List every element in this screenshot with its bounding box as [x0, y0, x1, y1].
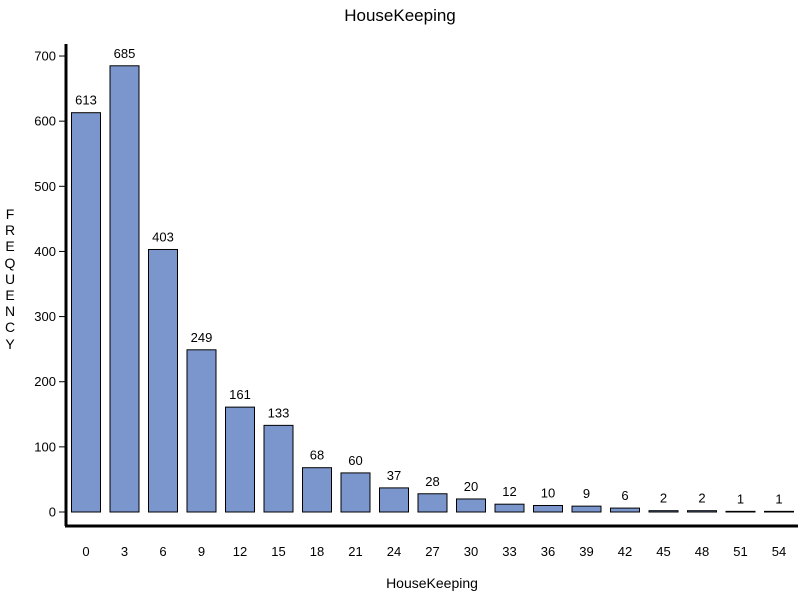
x-tick-label: 15	[271, 544, 285, 559]
x-tick-label: 33	[502, 544, 516, 559]
y-axis-label-letter: Q	[4, 254, 16, 271]
bar	[263, 424, 294, 513]
data-label: 28	[425, 474, 439, 489]
data-label: 249	[191, 330, 213, 345]
x-tick-label: 24	[387, 544, 401, 559]
data-label: 2	[698, 491, 705, 506]
y-tick-label: 100	[34, 439, 56, 454]
y-tick-label: 200	[34, 374, 56, 389]
data-label: 9	[583, 486, 590, 501]
bar	[610, 507, 640, 513]
y-tick-label: 0	[49, 505, 56, 520]
chart-title: HouseKeeping	[344, 6, 456, 25]
data-label: 161	[229, 387, 251, 402]
y-tick-label: 500	[34, 179, 56, 194]
y-tick-label: 700	[34, 49, 56, 64]
data-label: 6	[621, 488, 628, 503]
x-tick-label: 45	[656, 544, 670, 559]
x-tick-label: 21	[348, 544, 362, 559]
y-axis-label-letter: Y	[5, 335, 15, 352]
bar	[725, 510, 756, 513]
bar	[494, 503, 525, 513]
bar	[148, 248, 178, 513]
y-axis-label-letter: C	[4, 319, 16, 336]
data-label: 20	[464, 479, 478, 494]
y-axis-label-letter: E	[5, 287, 15, 304]
data-label: 10	[541, 485, 555, 500]
data-label: 613	[75, 93, 97, 108]
data-label: 37	[387, 468, 401, 483]
x-tick-label: 3	[121, 544, 128, 559]
y-axis-label-letter: N	[4, 303, 16, 320]
x-tick-label: 36	[541, 544, 555, 559]
y-axis-label-letter: F	[5, 206, 15, 222]
data-label: 68	[310, 448, 324, 463]
data-label: 685	[114, 46, 136, 61]
x-tick-label: 27	[425, 544, 439, 559]
x-tick-label: 30	[464, 544, 478, 559]
bar	[456, 498, 486, 513]
x-tick-label: 48	[695, 544, 709, 559]
x-tick-label: 0	[82, 544, 89, 559]
bar	[648, 510, 679, 513]
bar	[186, 349, 217, 513]
data-label: 1	[775, 491, 782, 506]
bar	[225, 406, 255, 513]
x-tick-label: 54	[772, 544, 786, 559]
bar	[302, 467, 332, 513]
bar	[533, 504, 563, 513]
data-label: 403	[152, 229, 174, 244]
x-tick-label: 51	[733, 544, 747, 559]
y-axis-label-letter: U	[4, 270, 16, 287]
y-tick-label: 400	[34, 244, 56, 259]
data-label: 60	[348, 453, 362, 468]
x-tick-label: 12	[233, 544, 247, 559]
y-tick-label: 300	[34, 309, 56, 324]
x-tick-label: 39	[579, 544, 593, 559]
bar	[71, 112, 101, 513]
y-axis-label-letter: E	[5, 238, 15, 255]
bar	[340, 472, 371, 513]
bar	[571, 505, 602, 513]
bar	[417, 493, 448, 513]
x-tick-label: 6	[159, 544, 166, 559]
y-axis-label-letter: R	[4, 222, 16, 239]
bar	[109, 65, 140, 513]
x-axis-label: HouseKeeping	[386, 575, 478, 591]
data-label: 133	[268, 405, 290, 420]
y-tick-label: 600	[34, 114, 56, 129]
bar	[764, 510, 794, 513]
bar	[379, 487, 409, 513]
x-tick-label: 18	[310, 544, 324, 559]
bar	[687, 510, 717, 513]
x-tick-label: 9	[198, 544, 205, 559]
data-label: 2	[660, 491, 667, 506]
data-label: 12	[502, 484, 516, 499]
data-label: 1	[737, 491, 744, 506]
x-tick-label: 42	[618, 544, 632, 559]
